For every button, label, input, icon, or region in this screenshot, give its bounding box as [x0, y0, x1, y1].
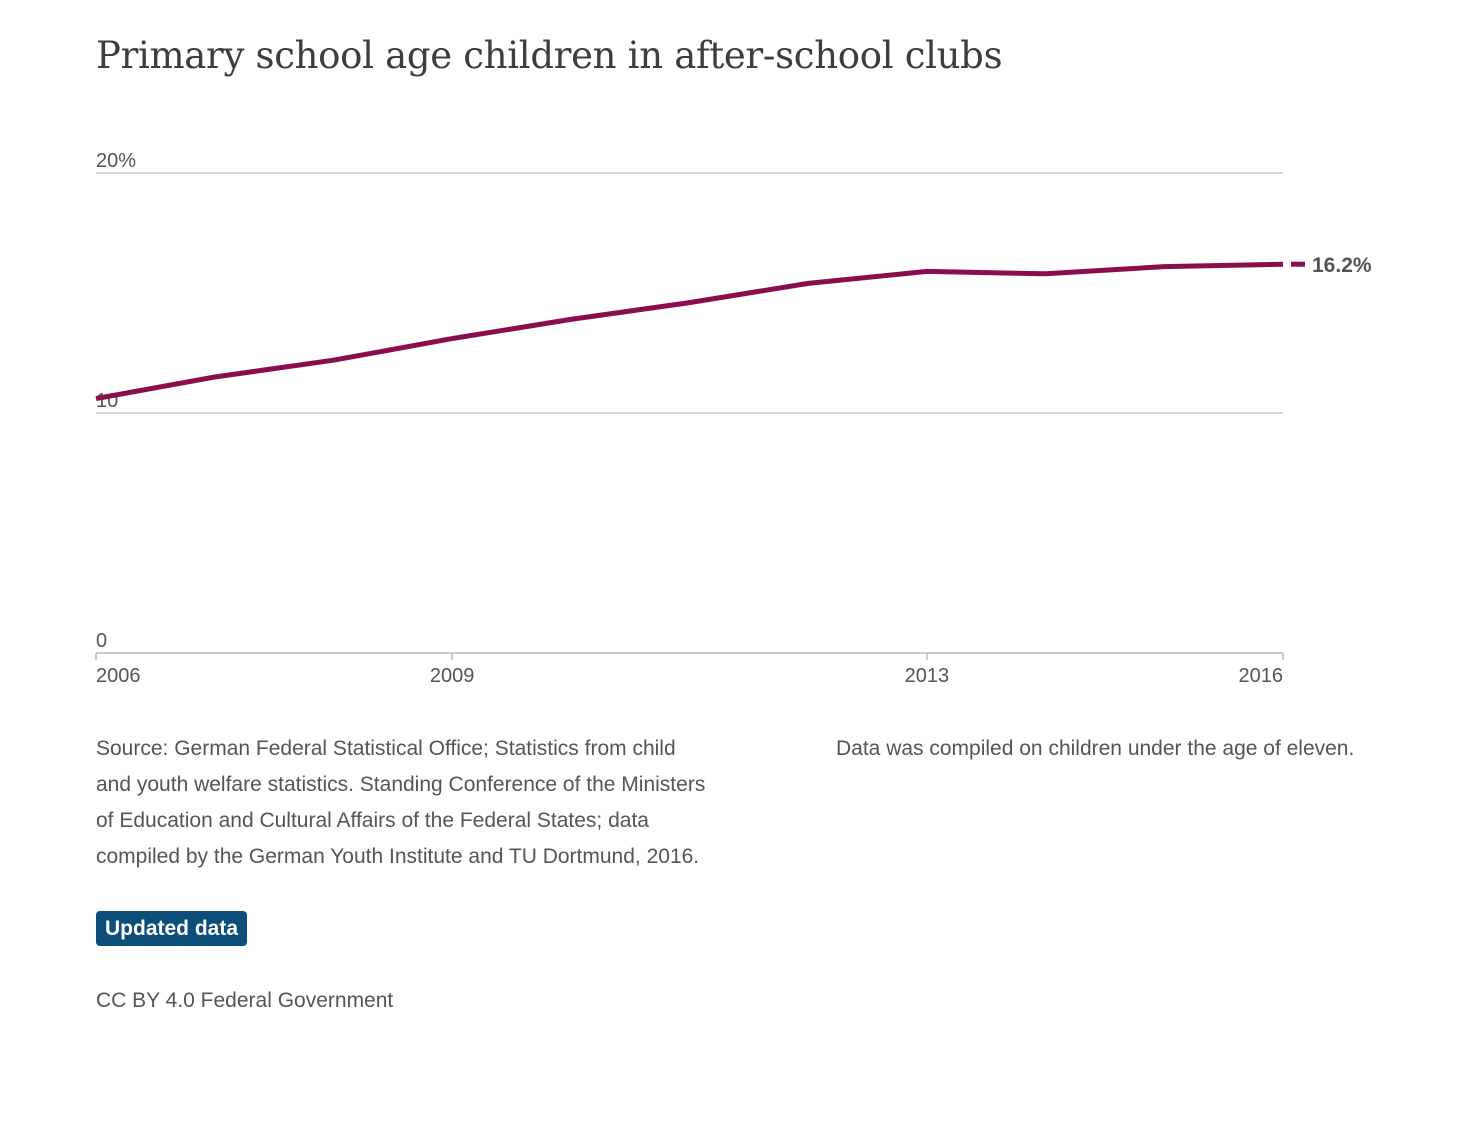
end-value-label: 16.2% — [1312, 254, 1372, 277]
chart-title: Primary school age children in after-sch… — [96, 34, 1003, 77]
end-label-group: 16.2% — [1291, 254, 1372, 277]
series-group — [95, 261, 1284, 402]
x-axis-ticks: 2006 2009 2013 2016 — [95, 653, 1284, 687]
updated-data-link[interactable]: Updated data — [96, 911, 248, 946]
x-tick-label: 2013 — [905, 665, 950, 687]
source-note: Source: German Federal Statistical Offic… — [96, 737, 706, 868]
gridlines — [96, 172, 1283, 414]
y-tick-label: 20% — [96, 150, 136, 172]
series-line-0 — [95, 261, 1284, 402]
x-tick-label: 2009 — [430, 665, 475, 687]
x-tick-label: 2016 — [1239, 665, 1284, 687]
license-note: CC BY 4.0 Federal Government — [96, 989, 394, 1012]
y-tick-label: 0 — [96, 630, 107, 652]
data-note: Data was compiled on children under the … — [836, 737, 1355, 760]
x-tick-label: 2006 — [96, 665, 141, 687]
